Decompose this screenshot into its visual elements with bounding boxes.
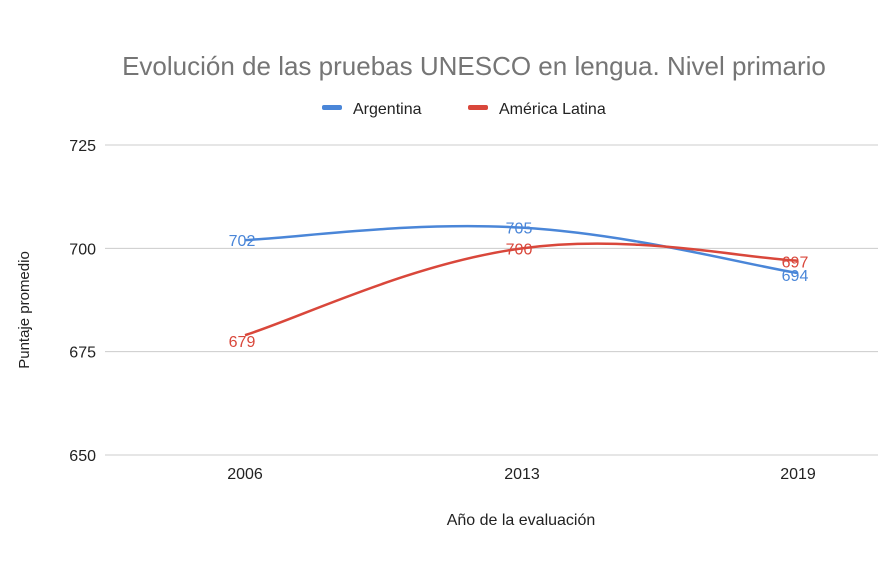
x-tick-label: 2013 xyxy=(504,466,540,483)
series-line-0 xyxy=(244,224,799,275)
data-label: 697 xyxy=(782,255,809,272)
data-label: 694 xyxy=(782,268,809,285)
legend-swatch xyxy=(322,105,342,110)
y-tick-label: 700 xyxy=(69,241,96,258)
data-label: 679 xyxy=(229,334,256,351)
x-tick-label: 2019 xyxy=(780,466,816,483)
y-tick-label: 650 xyxy=(69,448,96,465)
x-tick-label: 2006 xyxy=(227,466,263,483)
data-label: 702 xyxy=(229,233,256,250)
y-tick-label: 725 xyxy=(69,138,96,155)
legend-swatch xyxy=(468,105,488,110)
data-label: 705 xyxy=(506,221,533,238)
data-label: 700 xyxy=(506,241,533,258)
y-axis-label: Puntaje promedio xyxy=(16,251,33,369)
legend-label: América Latina xyxy=(499,101,606,118)
y-tick-label: 675 xyxy=(69,345,96,362)
series-line-1 xyxy=(244,242,799,337)
chart-title: Evolución de las pruebas UNESCO en lengu… xyxy=(122,51,826,81)
legend-label: Argentina xyxy=(353,101,422,118)
x-axis-label: Año de la evaluación xyxy=(447,512,596,529)
